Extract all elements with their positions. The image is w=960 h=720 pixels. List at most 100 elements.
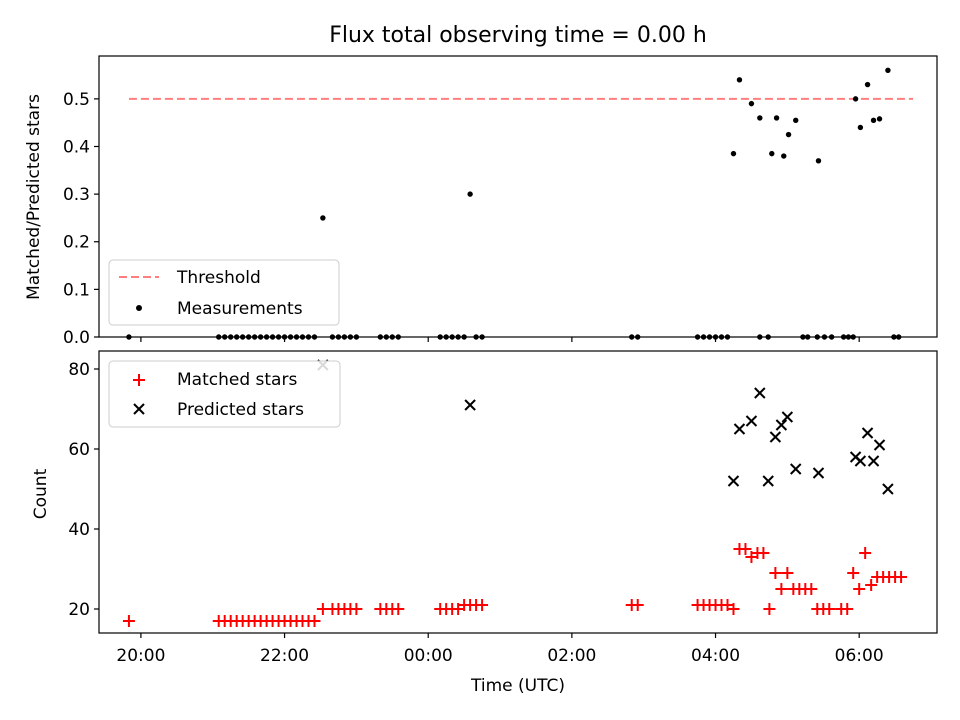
x-tick-label: 06:00	[835, 646, 884, 666]
matched-star-point	[308, 615, 321, 627]
x-axis-label: Time (UTC)	[470, 676, 565, 696]
legend-matched-label: Matched stars	[177, 370, 297, 390]
measurement-point	[730, 150, 737, 157]
matched-star-point	[392, 603, 405, 615]
measurement-point	[870, 117, 877, 123]
measurement-point	[857, 124, 864, 131]
matched-star-point	[122, 615, 135, 627]
predicted-star-d2	[464, 399, 476, 411]
matched-star-point	[847, 567, 860, 579]
bottom-legend[interactable]: Matched stars Predicted stars	[108, 360, 341, 428]
predicted-star-d2	[733, 423, 746, 435]
predicted-star-d2	[754, 387, 766, 399]
matched-star-point	[476, 599, 489, 611]
measurement-point	[864, 81, 871, 88]
top-y-tick-label: 0.2	[63, 233, 90, 253]
predicted-star-d2	[882, 483, 894, 495]
top-panel-frame	[98, 55, 938, 338]
matched-star-point	[895, 571, 908, 583]
matched-star-point	[763, 603, 776, 615]
predicted-star-d2	[812, 467, 825, 479]
matched-star-point	[823, 603, 836, 615]
measurement-point	[785, 131, 792, 138]
predicted-star-point	[769, 431, 782, 443]
measurement-point	[769, 150, 775, 157]
measurement-point	[748, 100, 755, 107]
x-tick-label: 20:00	[116, 646, 165, 666]
predicted-star-d2	[769, 431, 782, 443]
measurement-point	[885, 67, 891, 73]
measurement-point	[467, 191, 473, 197]
legend-measurements-label: Measurements	[177, 299, 303, 319]
matched-star-point	[781, 567, 794, 579]
measurement-point	[793, 117, 799, 123]
bottom-y-tick-label: 20	[68, 600, 90, 620]
predicted-star-point	[762, 475, 774, 487]
predicted-star-point	[867, 455, 880, 467]
top-legend-box	[108, 259, 340, 326]
matched-star-point	[805, 583, 818, 595]
matched-star-point	[727, 603, 740, 615]
predicted-star-d2	[727, 475, 740, 487]
measurement-point	[781, 153, 787, 159]
top-legend[interactable]: Threshold Measurements	[108, 259, 340, 326]
x-tick-label: 22:00	[260, 646, 309, 666]
matched-star-point	[631, 599, 644, 611]
bottom-panel-frame	[98, 350, 938, 634]
predicted-star-point	[861, 427, 874, 439]
measurement-point	[815, 158, 822, 164]
matched-star-point	[841, 603, 854, 615]
measurement-point	[773, 115, 780, 121]
bottom-legend-box	[108, 360, 341, 428]
matched-star-point	[757, 547, 770, 559]
top-y-tick-label: 0.0	[63, 328, 90, 348]
predicted-star-point	[790, 463, 802, 475]
predicted-star-point	[854, 455, 867, 467]
x-tick-label: 04:00	[691, 646, 740, 666]
top-y-axis-label: Matched/Predicted stars	[24, 94, 44, 300]
measurement-point	[876, 116, 883, 122]
top-panel: 0.0 0.1 0.2 0.3 0.4 0.5 Matched/Predicted sta…	[24, 55, 938, 348]
predicted-star-d2	[781, 411, 794, 423]
predicted-star-point	[882, 483, 894, 495]
top-y-tick-label: 0.4	[63, 137, 90, 157]
matched-star-point	[859, 547, 872, 559]
legend-threshold-label: Threshold	[176, 268, 261, 288]
top-y-tick-label: 0.5	[63, 90, 90, 110]
measurement-point	[852, 96, 859, 102]
legend-matched-swatch	[133, 374, 145, 386]
predicted-star-d2	[867, 455, 880, 467]
legend-measurements-swatch	[136, 305, 142, 311]
predicted-star-point	[727, 475, 740, 487]
top-y-tick-label: 0.1	[63, 280, 90, 300]
bottom-y-tick-label: 40	[68, 520, 90, 540]
predicted-star-d2	[873, 439, 886, 451]
measurement-point	[736, 77, 743, 83]
x-tick-label: 02:00	[547, 646, 596, 666]
predicted-star-d2	[762, 475, 774, 487]
predicted-star-point	[781, 411, 794, 423]
bottom-y-tick-label: 60	[68, 440, 90, 460]
predicted-star-point	[733, 423, 746, 435]
matched-star-point	[350, 603, 363, 615]
predicted-star-point	[812, 467, 825, 479]
matched-star-point	[853, 583, 866, 595]
predicted-star-d2	[790, 463, 802, 475]
predicted-star-point	[873, 439, 886, 451]
matched-star-point	[775, 583, 788, 595]
matched-star-point	[739, 543, 752, 555]
predicted-star-d2	[861, 427, 874, 439]
predicted-star-d2	[775, 419, 788, 431]
matched-star-point	[769, 567, 782, 579]
bottom-y-axis-label: Count	[31, 468, 51, 519]
predicted-star-d2	[745, 415, 758, 427]
predicted-star-d2	[854, 455, 867, 467]
measurement-point	[320, 215, 326, 221]
predicted-star-point	[464, 399, 476, 411]
predicted-star-point	[745, 415, 758, 427]
legend-predicted-swatch	[133, 403, 145, 415]
matched-star-point	[865, 579, 878, 591]
top-panel-title: Flux total observing time = 0.00 h	[329, 23, 707, 48]
